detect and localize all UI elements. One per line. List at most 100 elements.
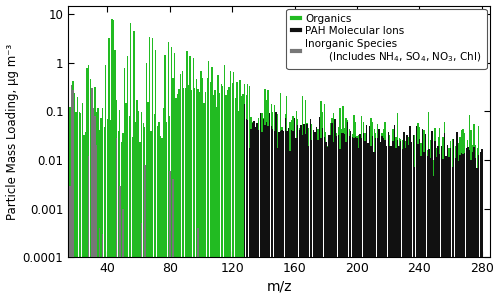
Bar — [366, 125, 367, 299]
Bar — [296, 138, 297, 299]
Bar — [316, 129, 317, 299]
Bar — [104, 127, 105, 299]
Bar — [86, 68, 88, 299]
Bar — [452, 139, 453, 299]
Bar — [312, 153, 314, 299]
Bar — [96, 145, 97, 299]
Bar — [470, 160, 472, 299]
Bar — [264, 89, 266, 299]
Bar — [358, 149, 360, 299]
Bar — [375, 133, 376, 299]
Bar — [434, 141, 436, 299]
Bar — [282, 127, 283, 299]
Bar — [206, 78, 208, 299]
Bar — [91, 121, 92, 299]
Bar — [350, 131, 352, 299]
Bar — [310, 119, 311, 299]
Bar — [362, 122, 364, 299]
Bar — [283, 131, 284, 299]
Bar — [372, 122, 374, 299]
Bar — [261, 132, 262, 299]
Bar — [85, 132, 86, 299]
Bar — [428, 149, 430, 299]
Bar — [94, 116, 96, 299]
Bar — [77, 97, 78, 299]
Bar — [326, 147, 328, 299]
Bar — [416, 126, 417, 299]
Bar — [227, 90, 228, 299]
Bar — [132, 137, 133, 299]
Bar — [280, 93, 281, 299]
Bar — [428, 112, 430, 299]
X-axis label: m/z: m/z — [266, 280, 292, 293]
Bar — [114, 50, 116, 299]
Bar — [436, 148, 438, 299]
Bar — [442, 137, 444, 299]
Bar — [120, 142, 122, 299]
Bar — [99, 130, 100, 299]
Bar — [205, 92, 206, 299]
Bar — [88, 156, 90, 299]
Bar — [472, 145, 473, 299]
Bar — [336, 133, 338, 299]
Bar — [191, 90, 192, 299]
Bar — [411, 160, 412, 299]
Bar — [394, 125, 395, 299]
Bar — [344, 134, 346, 299]
Bar — [298, 130, 300, 299]
Bar — [244, 83, 246, 299]
Bar — [454, 158, 456, 299]
Bar — [410, 126, 411, 299]
Bar — [366, 130, 367, 299]
Bar — [166, 122, 168, 299]
Bar — [130, 23, 132, 299]
Bar — [210, 82, 211, 299]
Bar — [183, 88, 184, 299]
Bar — [339, 150, 340, 299]
Bar — [119, 110, 120, 299]
Bar — [390, 146, 392, 299]
Bar — [311, 140, 312, 299]
Bar — [288, 146, 289, 299]
Bar — [417, 144, 418, 299]
Bar — [119, 186, 120, 299]
Bar — [92, 129, 94, 299]
Bar — [288, 128, 289, 299]
Bar — [481, 149, 482, 299]
Bar — [422, 129, 424, 299]
Bar — [146, 63, 147, 299]
Bar — [118, 131, 119, 299]
Bar — [216, 107, 217, 299]
Bar — [247, 84, 248, 299]
Bar — [389, 135, 390, 299]
Bar — [305, 134, 306, 299]
Bar — [283, 139, 284, 299]
Bar — [370, 146, 372, 299]
Bar — [330, 135, 331, 299]
Bar — [268, 126, 269, 299]
Bar — [384, 121, 386, 299]
Bar — [200, 71, 202, 299]
Bar — [197, 228, 198, 299]
Bar — [269, 129, 270, 299]
Bar — [270, 126, 272, 299]
Bar — [344, 128, 345, 299]
Bar — [342, 133, 344, 299]
Bar — [244, 104, 246, 299]
Bar — [416, 130, 417, 299]
Bar — [128, 116, 130, 299]
Bar — [398, 146, 400, 299]
Bar — [422, 144, 423, 299]
Bar — [68, 81, 69, 299]
Bar — [334, 119, 336, 299]
Bar — [420, 156, 422, 299]
Bar — [246, 119, 247, 299]
Bar — [403, 144, 404, 299]
Bar — [476, 148, 478, 299]
Bar — [250, 117, 252, 299]
Bar — [96, 112, 97, 299]
Bar — [419, 139, 420, 299]
Bar — [141, 223, 142, 299]
Bar — [458, 143, 459, 299]
Bar — [113, 20, 114, 299]
